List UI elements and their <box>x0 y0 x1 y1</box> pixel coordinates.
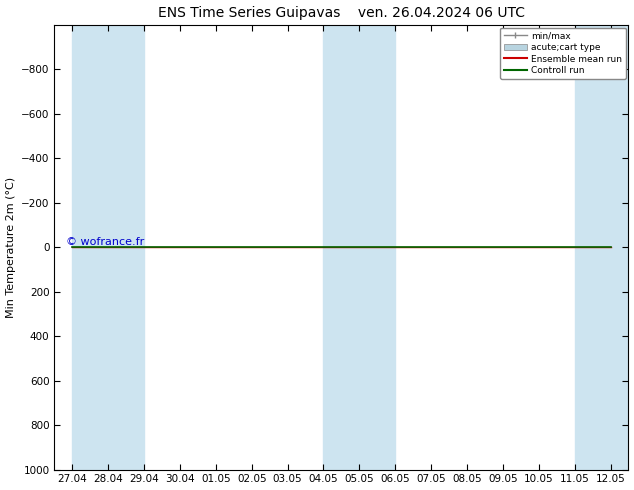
Text: © wofrance.fr: © wofrance.fr <box>66 237 144 247</box>
Bar <box>574 25 634 469</box>
Bar <box>323 25 395 469</box>
Y-axis label: Min Temperature 2m (°C): Min Temperature 2m (°C) <box>6 177 16 318</box>
Title: ENS Time Series Guipavas    ven. 26.04.2024 06 UTC: ENS Time Series Guipavas ven. 26.04.2024… <box>158 5 525 20</box>
Legend: min/max, acute;cart type, Ensemble mean run, Controll run: min/max, acute;cart type, Ensemble mean … <box>500 27 626 79</box>
Bar <box>72 25 144 469</box>
